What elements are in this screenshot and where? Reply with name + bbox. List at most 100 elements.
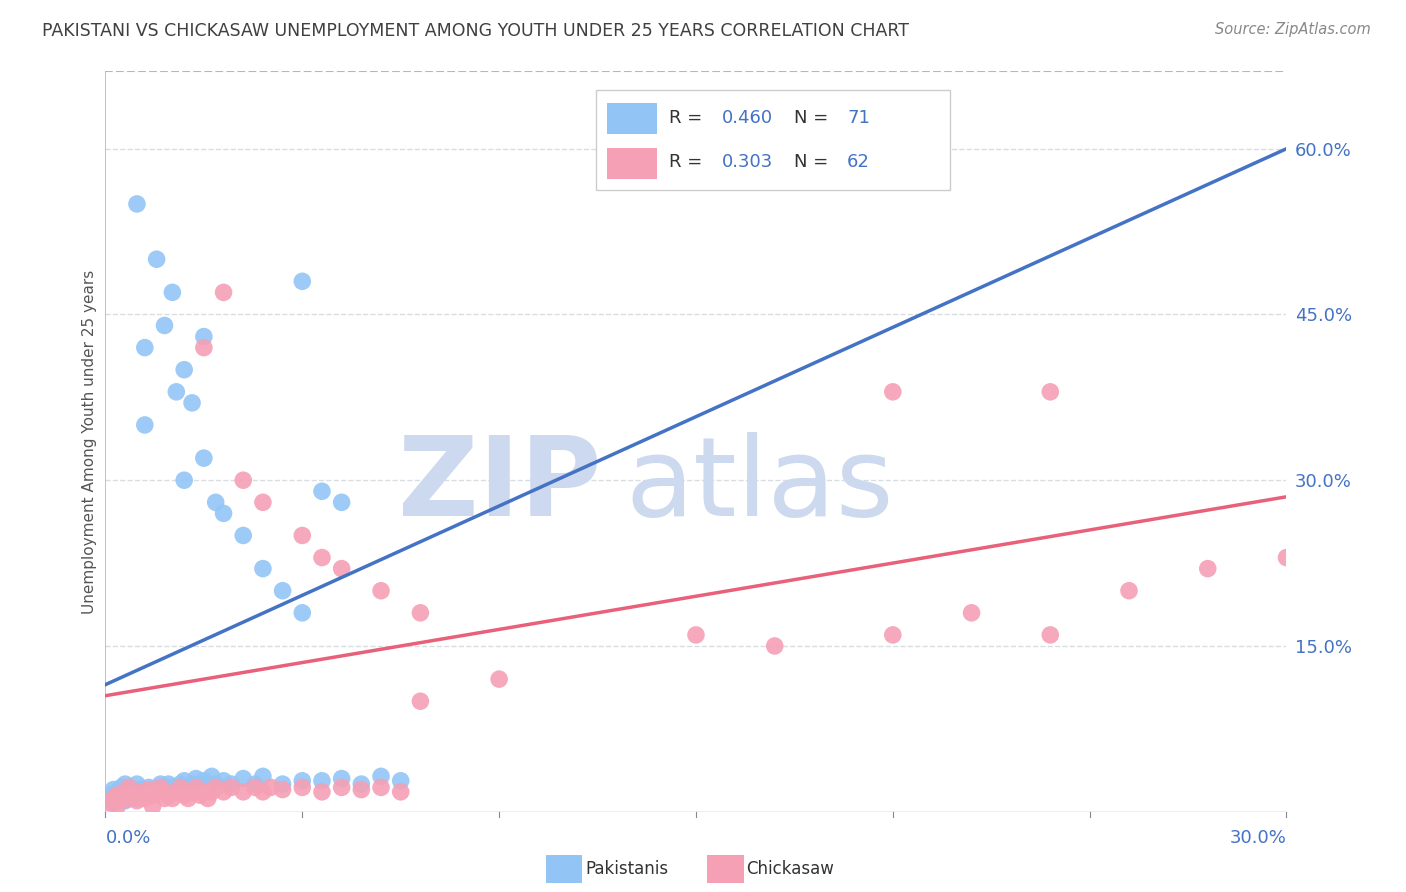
Point [145,785,167,799]
Point [1118,583,1140,598]
Text: 0.0%: 0.0% [105,829,150,847]
Point [201,769,224,783]
Point [311,550,333,565]
Point [145,785,167,799]
Text: PAKISTANI VS CHICKASAW UNEMPLOYMENT AMONG YOUTH UNDER 25 YEARS CORRELATION CHART: PAKISTANI VS CHICKASAW UNEMPLOYMENT AMON… [42,22,910,40]
Point [149,780,172,795]
Point [98,796,121,810]
FancyBboxPatch shape [607,103,657,135]
Point [252,769,274,783]
Point [114,794,136,808]
Point [103,796,125,810]
Point [153,791,176,805]
Point [488,672,510,686]
Point [243,777,266,791]
Point [1039,628,1062,642]
Text: atlas: atlas [626,433,894,540]
Point [129,785,152,799]
Point [165,785,187,799]
Text: N =: N = [794,109,834,127]
Point [181,396,204,410]
Point [142,799,165,814]
Point [122,785,145,799]
Point [105,799,128,814]
Point [188,780,211,795]
Text: Chickasaw: Chickasaw [747,860,835,878]
Point [271,782,294,797]
Point [181,785,204,799]
Point [103,782,125,797]
Point [134,788,156,802]
Point [165,785,187,799]
Point [162,791,184,805]
Point [134,341,156,355]
Point [882,384,904,399]
Text: R =: R = [669,109,707,127]
Point [291,780,314,795]
Point [330,495,353,509]
Point [193,451,215,466]
Point [882,628,904,642]
Point [409,606,432,620]
Point [142,788,165,802]
Point [188,788,211,802]
Point [260,780,283,795]
Point [350,777,373,791]
Point [330,772,353,786]
Point [252,785,274,799]
Point [125,777,148,791]
FancyBboxPatch shape [607,147,657,178]
Point [105,788,128,802]
Point [134,791,156,805]
Point [153,318,176,333]
Point [118,780,141,795]
Point [370,583,392,598]
Point [350,782,373,797]
Text: N =: N = [794,153,834,171]
Point [157,777,180,791]
Point [122,788,145,802]
Point [409,694,432,708]
Point [271,583,294,598]
Point [110,780,132,795]
Point [291,773,314,788]
Point [138,782,160,797]
Point [157,788,180,802]
Point [105,791,128,805]
Point [153,782,176,797]
Point [201,785,224,799]
Point [122,788,145,802]
Point [370,780,392,795]
Point [173,788,195,802]
Point [960,606,983,620]
Point [252,495,274,509]
FancyBboxPatch shape [596,90,950,190]
Point [311,773,333,788]
Point [212,507,235,521]
Point [98,794,121,808]
Point [134,788,156,802]
Text: 62: 62 [848,153,870,171]
Point [193,785,215,799]
Text: 0.303: 0.303 [721,153,773,171]
Point [110,794,132,808]
Point [243,780,266,795]
Text: R =: R = [669,153,707,171]
Text: 71: 71 [848,109,870,127]
Point [193,329,215,343]
Text: 0.460: 0.460 [721,109,773,127]
Point [311,785,333,799]
Point [162,780,184,795]
Point [134,417,156,432]
Point [212,773,235,788]
Point [763,639,786,653]
Point [197,777,219,791]
Point [685,628,707,642]
Point [118,782,141,797]
Point [197,791,219,805]
Point [173,473,195,487]
Point [291,606,314,620]
Point [1197,561,1219,575]
Point [181,777,204,791]
Point [169,780,191,795]
